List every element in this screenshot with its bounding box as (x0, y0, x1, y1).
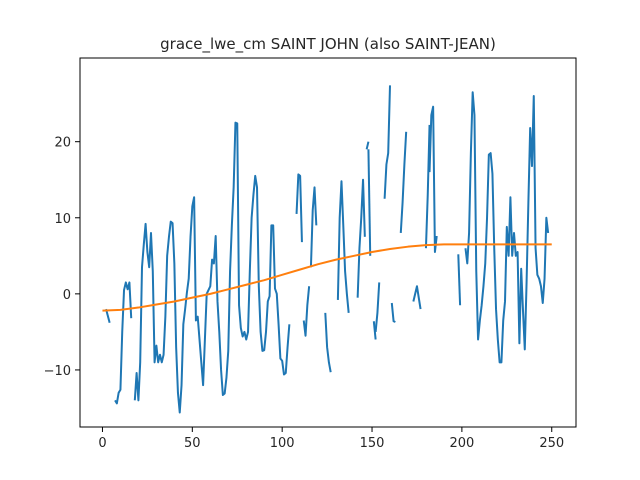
series-1-segment-8 (336, 180, 350, 313)
series-1-segment-7 (324, 312, 332, 373)
series-1-segment-6 (309, 186, 318, 268)
y-tick-label: 0 (63, 288, 71, 303)
series-2-line (102, 243, 552, 312)
series-1-segment-12 (372, 321, 377, 340)
x-tick-label: 200 (449, 436, 474, 451)
series-1-segment-20 (457, 254, 462, 306)
y-tick-label: 20 (54, 136, 71, 151)
x-tick-label: 0 (98, 436, 106, 451)
y-tick-label: 10 (54, 212, 71, 227)
series-1-segment-14 (383, 85, 391, 199)
series-1-segment-5 (302, 286, 311, 337)
x-axis: 0 50 100 150 200 250 (98, 427, 564, 451)
plot-area (102, 85, 552, 414)
series-1-segment-13 (374, 282, 381, 332)
x-tick-label: 100 (270, 436, 295, 451)
series-1-segment-15 (390, 302, 396, 323)
series-1-segment-4 (295, 173, 303, 243)
y-axis: −10 0 10 20 (44, 136, 80, 379)
series-1-segment-19 (428, 105, 438, 254)
x-tick-label: 250 (539, 436, 564, 451)
series-1-segment-3 (133, 121, 291, 414)
series-1-segment-16 (399, 131, 408, 234)
series-1-segment-2 (114, 281, 133, 405)
series-1-segment-17 (412, 285, 422, 310)
x-tick-label: 50 (184, 436, 201, 451)
x-tick-label: 150 (360, 436, 385, 451)
series-1-segment-9 (356, 178, 366, 298)
series-1-segment-10 (365, 141, 370, 150)
chart-title: grace_lwe_cm SAINT JOHN (also SAINT-JEAN… (160, 35, 496, 54)
series-1-segment-21 (464, 91, 550, 364)
y-tick-label: −10 (44, 364, 71, 379)
axes-frame (79, 57, 577, 428)
series-1-segment-18 (424, 124, 431, 249)
series-1-segment-11 (367, 149, 372, 256)
